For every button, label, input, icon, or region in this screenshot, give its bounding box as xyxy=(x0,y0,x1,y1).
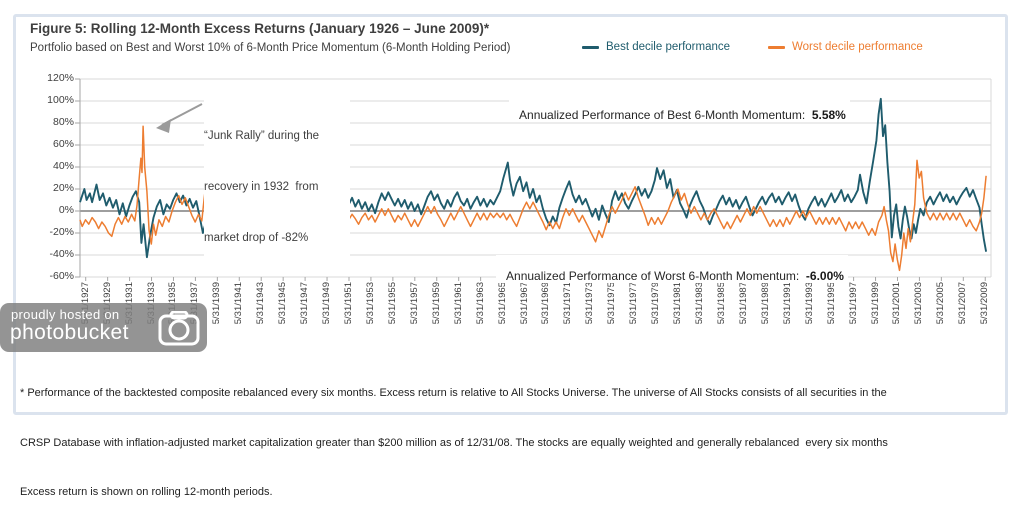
y-axis-label: -60% xyxy=(49,270,74,282)
x-axis-label: 5/31/1945 xyxy=(277,282,289,325)
legend-item-worst: Worst decile performance xyxy=(768,41,923,53)
x-axis-label: 5/31/1967 xyxy=(518,282,530,325)
x-axis-label: 5/31/1949 xyxy=(321,282,333,325)
x-axis-label: 5/31/1985 xyxy=(715,282,727,325)
footnote-line1: * Performance of the backtested composit… xyxy=(20,387,887,399)
junk-rally-line2: recovery in 1932 from xyxy=(204,181,319,193)
worst-annualized-value: -6.00% xyxy=(805,269,844,283)
y-axis-label: 80% xyxy=(52,116,74,128)
x-axis-label: 5/31/1993 xyxy=(803,282,815,325)
x-axis-label: 5/31/1957 xyxy=(408,282,420,325)
x-axis-label: 5/31/1997 xyxy=(847,282,859,325)
x-axis-label: 5/31/1951 xyxy=(342,282,354,325)
x-axis-label: 5/31/1971 xyxy=(562,282,574,325)
worst-annualized-label: Annualized Performance of Worst 6-Month … xyxy=(506,269,806,283)
legend-item-best: Best decile performance xyxy=(582,41,730,53)
y-axis-label: 100% xyxy=(47,94,74,106)
figure-subtitle: Portfolio based on Best and Worst 10% of… xyxy=(30,42,511,54)
footnote: * Performance of the backtested composit… xyxy=(20,352,1000,517)
y-axis-label: -20% xyxy=(49,226,74,238)
figure-title: Figure 5: Rolling 12-Month Excess Return… xyxy=(30,21,490,36)
camera-icon xyxy=(158,311,200,346)
x-axis-label: 5/31/2005 xyxy=(935,282,947,325)
chart-legend: Best decile performance Worst decile per… xyxy=(582,41,923,53)
y-axis-label: 40% xyxy=(52,160,74,172)
x-axis-label: 5/31/2001 xyxy=(891,282,903,325)
x-axis-label: 5/31/2003 xyxy=(913,282,925,325)
worst-series-dash-icon xyxy=(768,45,786,49)
watermark-tagline: proudly hosted on xyxy=(11,307,120,322)
x-axis-label: 5/31/1987 xyxy=(737,282,749,325)
x-axis-label: 5/31/1973 xyxy=(584,282,596,325)
x-axis-label: 5/31/1963 xyxy=(474,282,486,325)
y-axis-label: 20% xyxy=(52,182,74,194)
photobucket-watermark: proudly hosted on photobucket xyxy=(0,303,207,352)
x-axis-label: 5/31/1943 xyxy=(255,282,267,325)
x-axis-label: 5/31/1961 xyxy=(452,282,464,325)
x-axis-label: 5/31/1959 xyxy=(430,282,442,325)
best-annualized-label: Annualized Performance of Best 6-Month M… xyxy=(519,108,812,122)
legend-label-best: Best decile performance xyxy=(606,41,731,53)
y-axis-label: -40% xyxy=(49,248,74,260)
junk-rally-annotation: “Junk Rally” during the recovery in 1932… xyxy=(204,94,350,264)
x-axis-label: 5/31/1975 xyxy=(606,282,618,325)
junk-rally-line3: market drop of -82% xyxy=(204,232,309,244)
x-axis-label: 5/31/1965 xyxy=(496,282,508,325)
x-axis-label: 5/31/1999 xyxy=(869,282,881,325)
y-axis-label: 0% xyxy=(58,204,74,216)
x-axis-label: 5/31/1979 xyxy=(650,282,662,325)
legend-label-worst: Worst decile performance xyxy=(792,41,923,53)
junk-rally-line1: “Junk Rally” during the xyxy=(204,130,320,142)
x-axis-label: 5/31/1991 xyxy=(781,282,793,325)
x-axis-label: 5/31/1953 xyxy=(364,282,376,325)
best-annualized-annotation: Annualized Performance of Best 6-Month M… xyxy=(509,94,850,122)
footnote-line3: Excess return is shown on rolling 12-mon… xyxy=(20,486,273,498)
x-axis-label: 5/31/1939 xyxy=(211,282,223,325)
y-axis-label: 120% xyxy=(47,72,74,84)
y-axis-label: 60% xyxy=(52,138,74,150)
x-axis-label: 5/31/1983 xyxy=(694,282,706,325)
watermark-brand: photobucket xyxy=(10,321,129,344)
x-axis-label: 5/31/1947 xyxy=(299,282,311,325)
x-axis-label: 5/31/1977 xyxy=(628,282,640,325)
x-axis-label: 5/31/1969 xyxy=(540,282,552,325)
junk-rally-arrowhead-icon xyxy=(156,119,171,133)
x-axis-label: 5/31/1941 xyxy=(233,282,245,325)
x-axis-label: 5/31/1955 xyxy=(386,282,398,325)
footnote-line2: CRSP Database with inflation-adjusted ma… xyxy=(20,436,888,449)
best-series-dash-icon xyxy=(582,45,599,49)
x-axis-label: 5/31/1995 xyxy=(825,282,837,325)
worst-annualized-annotation: Annualized Performance of Worst 6-Month … xyxy=(496,255,848,283)
x-axis-label: 5/31/1989 xyxy=(759,282,771,325)
x-axis-label: 5/31/2009 xyxy=(979,282,991,325)
x-axis-label: 5/31/1981 xyxy=(672,282,684,325)
x-axis-label: 5/31/2007 xyxy=(957,282,969,325)
best-annualized-value: 5.58% xyxy=(811,108,846,122)
